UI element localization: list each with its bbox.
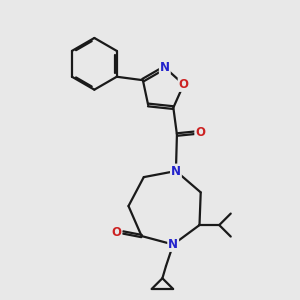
Text: N: N — [160, 61, 170, 74]
Text: O: O — [195, 126, 205, 139]
Text: N: N — [168, 238, 178, 251]
Text: O: O — [178, 78, 189, 91]
Text: N: N — [171, 164, 181, 178]
Text: O: O — [111, 226, 122, 239]
